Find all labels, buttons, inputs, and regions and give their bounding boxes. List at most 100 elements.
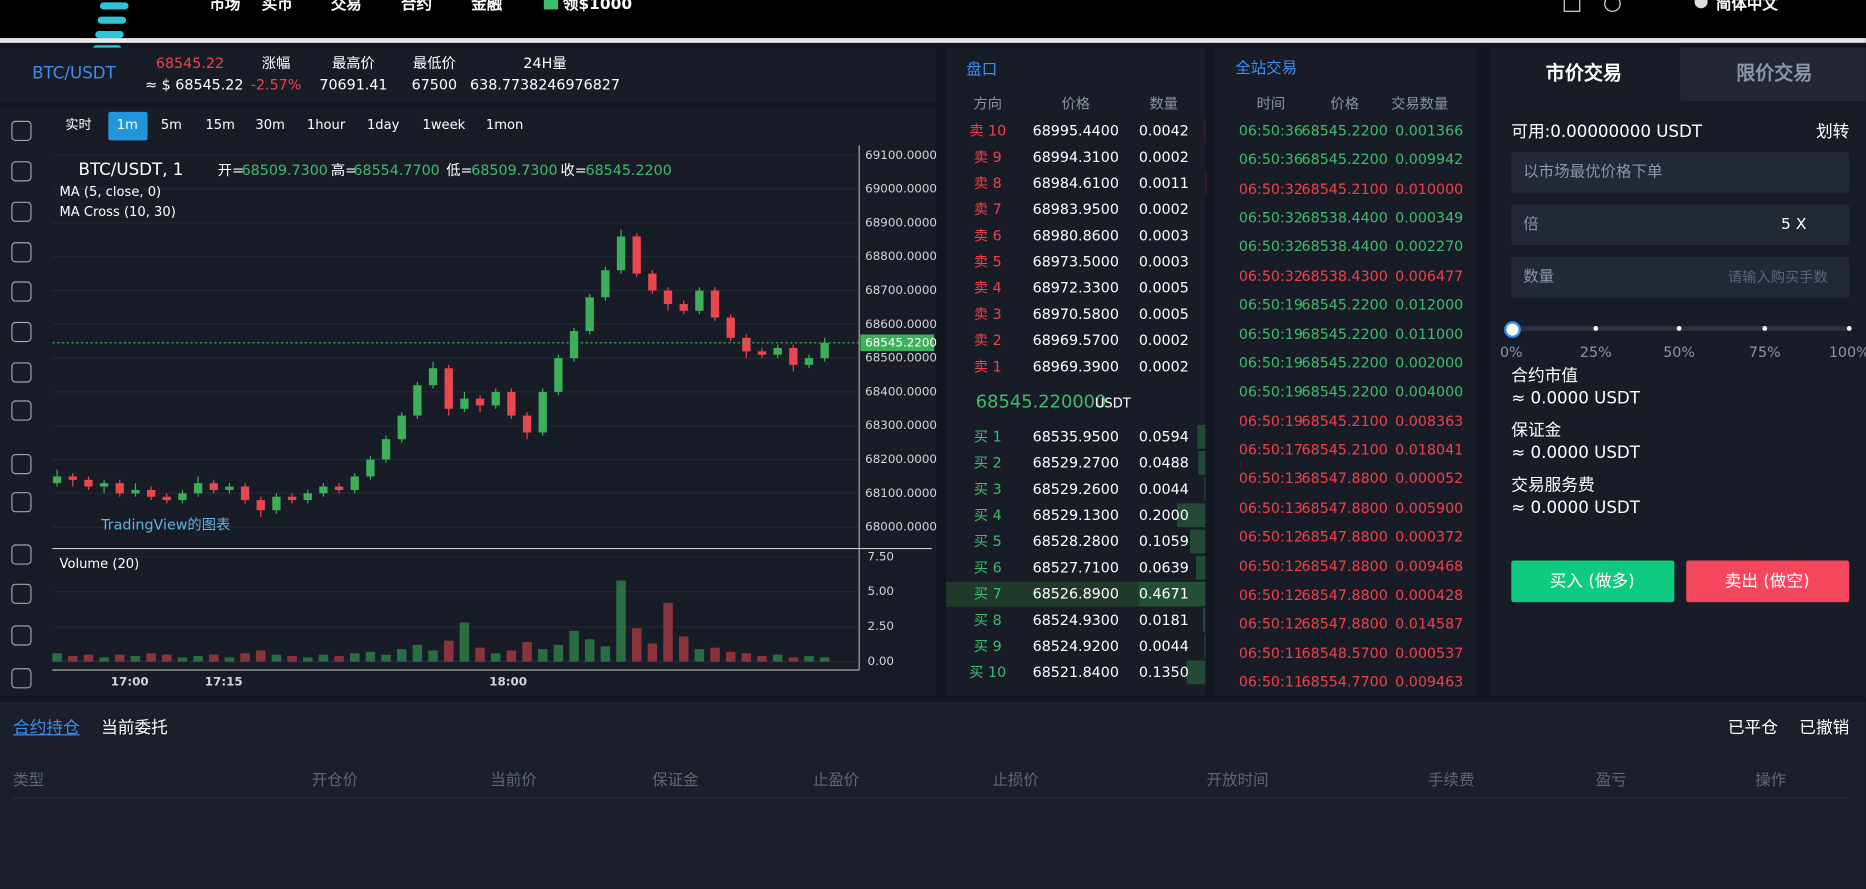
ticker-value: 67500 [411, 76, 458, 93]
last-price: 68545.22 [155, 54, 225, 72]
tab[interactable]: 限价交易 [1736, 61, 1813, 85]
candle-body [507, 391, 516, 416]
trade-time: 06:50:32 [1238, 238, 1303, 256]
volume-bar [240, 653, 250, 662]
volume-bar [694, 649, 705, 662]
slider-stop[interactable] [1846, 326, 1852, 331]
interval-button[interactable]: 实时 [65, 117, 92, 133]
trade-time: 06:50:32 [1238, 209, 1303, 227]
legend-value: 68545.2200 [585, 161, 672, 179]
interval-button[interactable]: 5m [160, 117, 182, 133]
volume-bar [68, 656, 78, 662]
trades-panel [1213, 47, 1476, 697]
order-price: 68970.5800 [1032, 305, 1119, 323]
ticker-bar [0, 47, 937, 103]
sell-button[interactable] [1686, 560, 1850, 603]
candle-body [319, 486, 328, 494]
tab[interactable]: 当前委托 [101, 718, 168, 738]
interval-button[interactable]: 1m [116, 117, 138, 133]
candle-body [460, 398, 469, 409]
depth-bar [1186, 660, 1206, 685]
trade-time: 06:50:12 [1238, 528, 1303, 546]
buy-label: 买入 (做多) [1549, 572, 1635, 592]
tab-active[interactable]: 市价交易 [1545, 61, 1622, 85]
filter[interactable]: 已平仓 [1727, 718, 1778, 738]
tab-active[interactable]: 合约持仓 [13, 718, 80, 738]
volume-bar [616, 580, 626, 662]
y-tick-label: 68700.0000 [865, 283, 937, 297]
order-price: 68972.3300 [1032, 279, 1119, 297]
volume-title: Volume (20) [59, 556, 140, 572]
trade-amount: 0.014587 [1395, 615, 1464, 633]
candle-body [679, 304, 688, 311]
candle-body [240, 486, 250, 501]
order-price: 68524.9200 [1032, 637, 1119, 655]
side-label: 卖 9 [973, 148, 1002, 166]
volume-bar [506, 650, 517, 662]
volume-bar [255, 650, 266, 662]
info-label: 合约市值 [1511, 366, 1578, 386]
slider-stop[interactable] [1504, 321, 1521, 338]
transfer-link[interactable]: 划转 [1815, 122, 1850, 142]
ticker-label: 最低价 [412, 54, 456, 72]
y-tick-label: 0.00 [868, 654, 894, 668]
trade-price: 68538.4400 [1301, 209, 1388, 227]
trade-time: 06:50:32 [1238, 180, 1303, 198]
chart-toolbar [0, 107, 937, 146]
info-label: 交易服务费 [1511, 476, 1595, 496]
gift-icon [543, 0, 559, 10]
info-label: 保证金 [1511, 421, 1562, 441]
volume-bar [146, 653, 156, 662]
buy-button[interactable] [1511, 560, 1675, 603]
trade-amount: 0.006477 [1395, 267, 1464, 285]
column-header: 开仓价 [311, 771, 359, 790]
slider-label: 25% [1579, 343, 1612, 361]
slider-stop[interactable] [1593, 326, 1599, 331]
candle-body [209, 483, 218, 490]
volume-bar [710, 647, 720, 662]
trade-amount: 0.002270 [1395, 238, 1464, 256]
interval-button[interactable]: 1mon [485, 117, 524, 133]
tool-icon [11, 161, 32, 182]
candle-body [303, 493, 312, 501]
slider-stop[interactable] [1676, 326, 1682, 331]
globe-icon[interactable] [1694, 0, 1708, 9]
volume-bar [475, 647, 485, 662]
filter[interactable]: 已撤销 [1799, 718, 1850, 738]
order-qty: 0.0005 [1138, 305, 1189, 323]
legend-value: 68509.7300 [471, 161, 558, 179]
trade-price: 68547.8800 [1301, 615, 1388, 633]
tool-icon [11, 544, 32, 565]
y-tick-label: 69100.0000 [865, 148, 937, 162]
side-label: 买 2 [973, 454, 1002, 472]
trade-price: 68545.2200 [1301, 296, 1388, 314]
interval-button[interactable]: 1day [366, 117, 400, 133]
tool-icon [11, 668, 32, 689]
interval-button[interactable]: 1hour [306, 117, 346, 133]
leverage-select[interactable] [1511, 204, 1850, 246]
interval-button[interactable]: 15m [205, 117, 235, 133]
trade-amount: 0.000349 [1395, 209, 1464, 227]
column-header: 开放时间 [1206, 771, 1269, 790]
column-header: 时间 [1256, 95, 1286, 112]
tool-icon [11, 453, 32, 475]
trade-amount: 0.000372 [1395, 528, 1464, 546]
order-price: 68995.4400 [1032, 122, 1119, 140]
candle-body [522, 415, 532, 433]
trade-price: 68547.8800 [1301, 470, 1388, 488]
ticker-label: 24H量 [523, 54, 567, 72]
volume-bar [443, 640, 454, 662]
interval-button[interactable]: 30m [255, 117, 285, 133]
quantity-input[interactable] [1511, 257, 1850, 298]
order-price: 68969.5700 [1032, 332, 1119, 349]
order-price: 68524.9300 [1032, 611, 1119, 629]
price-input[interactable] [1511, 152, 1850, 193]
nav-item: 金融 [471, 0, 503, 14]
candle-body [538, 391, 547, 433]
wallet-icon[interactable] [1563, 0, 1581, 12]
interval-button[interactable]: 1week [422, 117, 466, 133]
candle-body [789, 347, 798, 365]
slider-stop[interactable] [1762, 326, 1768, 331]
user-icon[interactable] [1604, 0, 1621, 12]
